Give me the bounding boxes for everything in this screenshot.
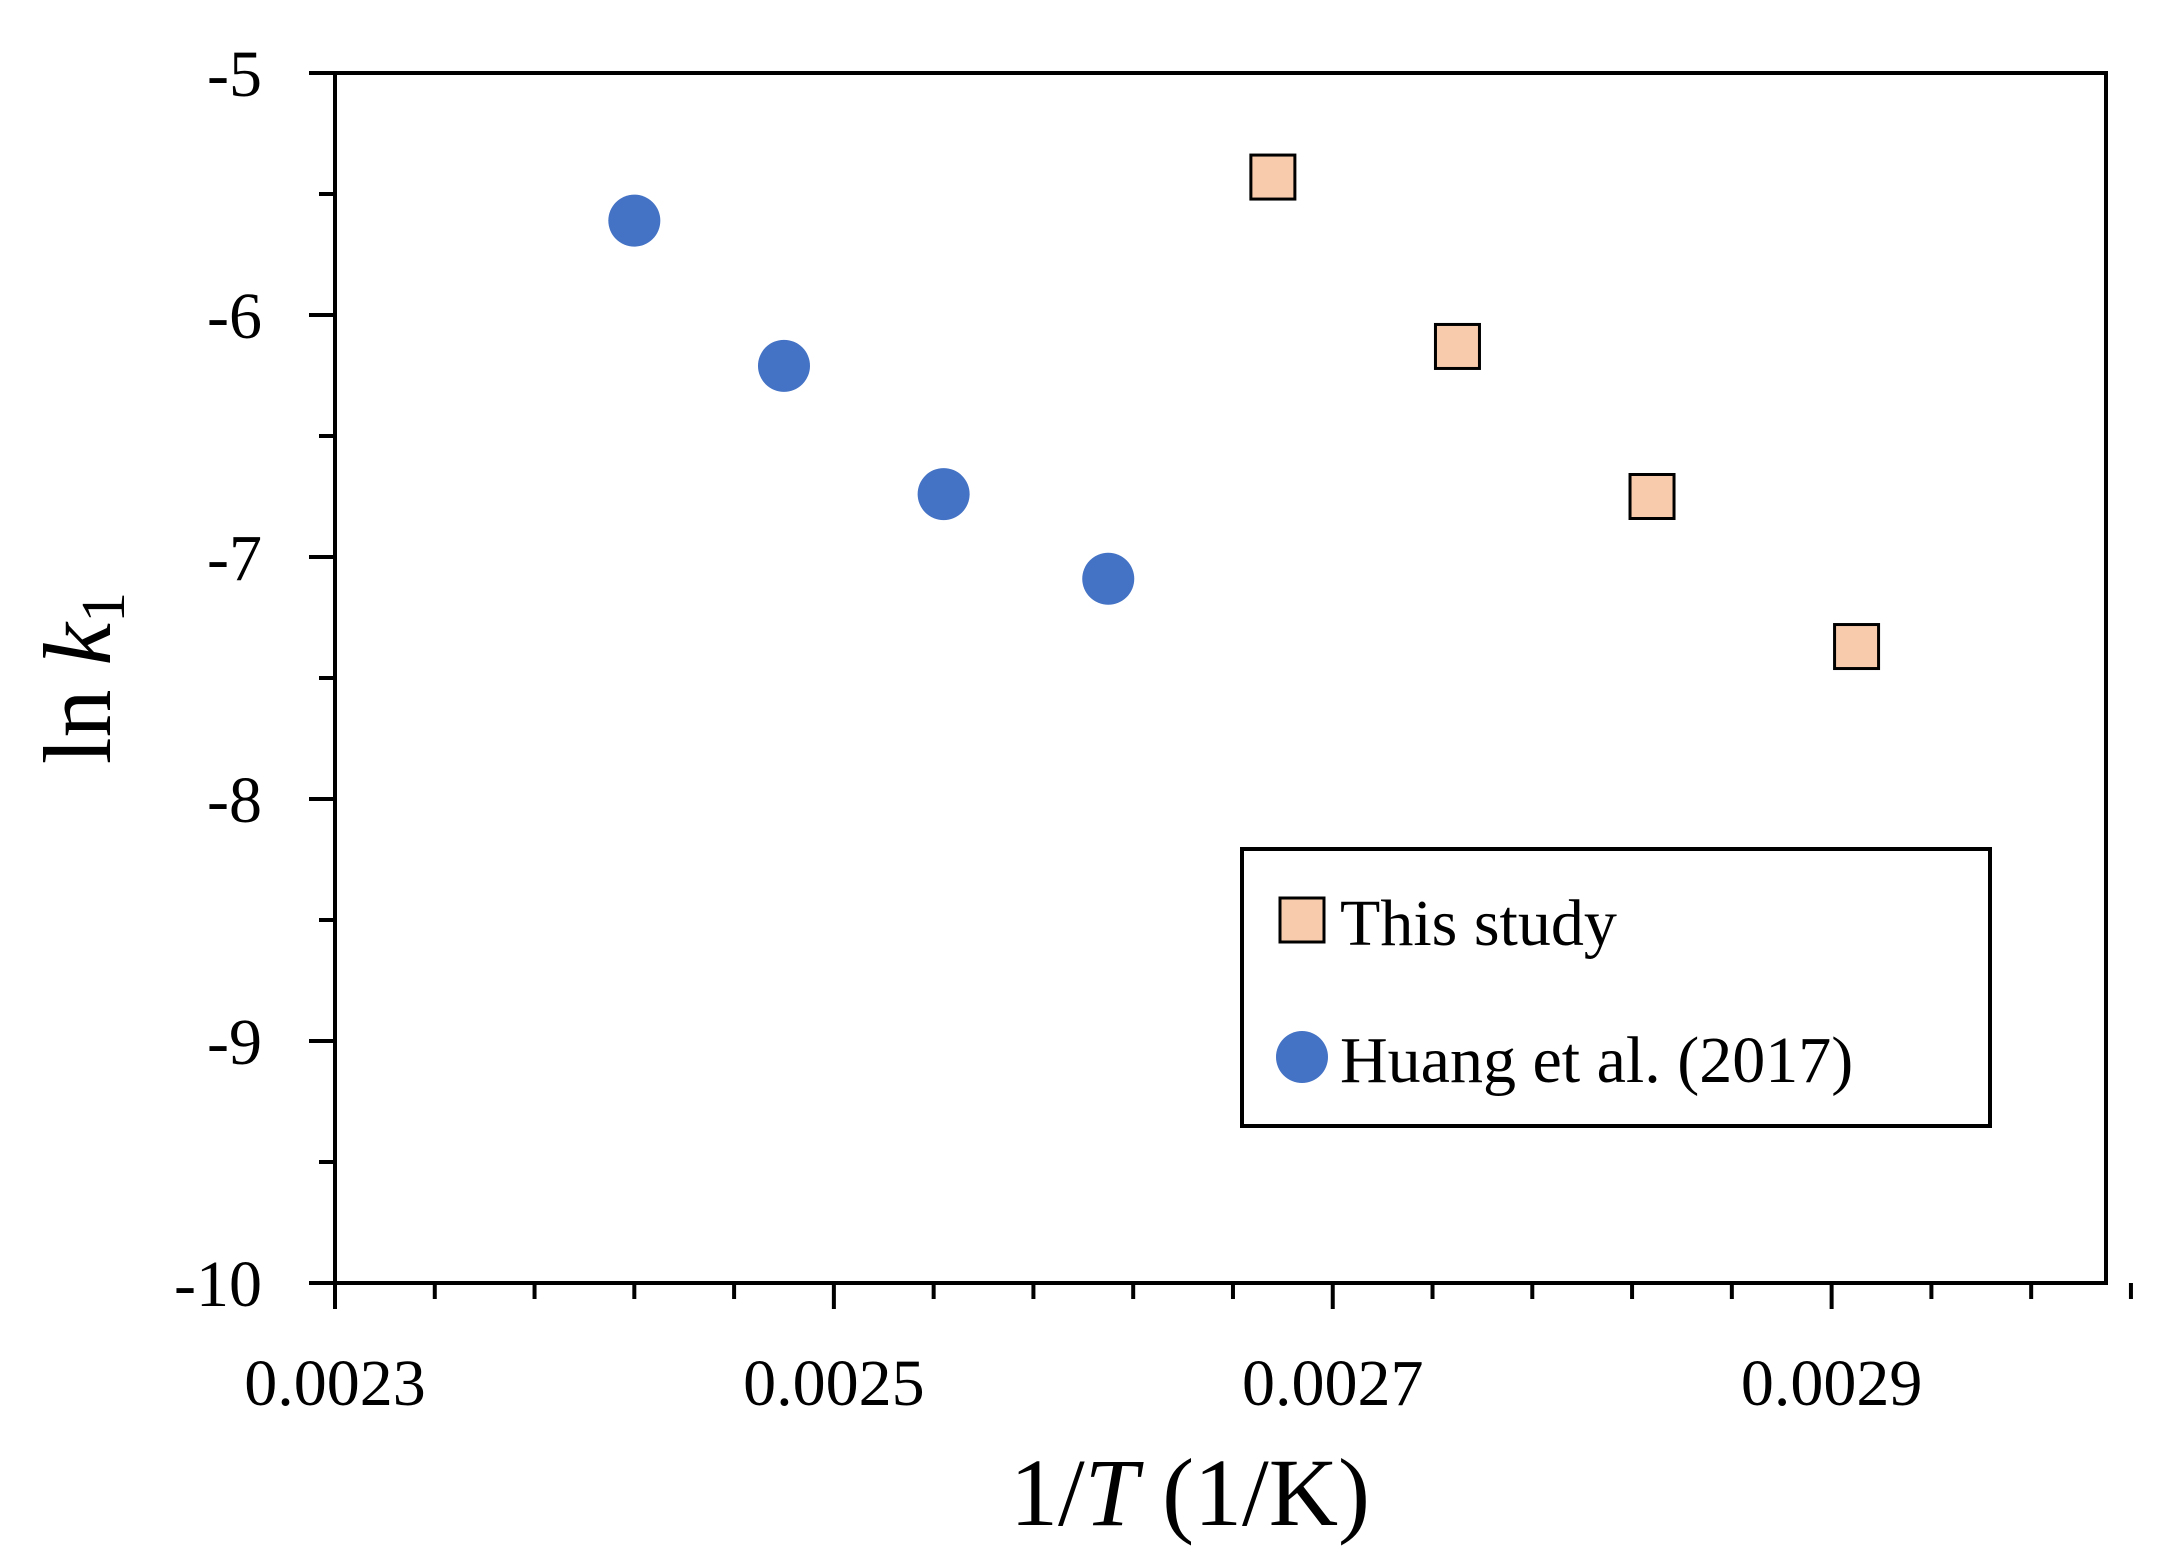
x-tick-label: 0.0029: [1741, 1347, 1923, 1420]
y-tick-label: -9: [207, 1006, 262, 1079]
y-tick-label: -6: [207, 280, 262, 353]
data-point-this-study: [1628, 473, 1676, 520]
legend-label-huang: Huang et al. (2017): [1340, 1024, 1853, 1097]
data-point-this-study: [1433, 322, 1481, 370]
x-tick-label: 0.0025: [743, 1347, 925, 1420]
x-axis-tick-labels: 0.0023 0.0025 0.0027 0.0029: [244, 1347, 1922, 1420]
x-axis-ticks: [333, 1283, 2133, 1309]
y-tick-label: -7: [207, 522, 262, 595]
y-axis-tick-labels: -5 -6 -7 -8 -9 -10: [174, 38, 262, 1321]
legend-box: [1240, 847, 1992, 1128]
legend-marker-this-study: [1278, 896, 1326, 944]
data-point-this-study: [1833, 623, 1881, 671]
y-axis-title: ln k1: [24, 592, 138, 764]
legend: This study Huang et al. (2017): [1240, 847, 1992, 1128]
data-point-this-study: [1249, 153, 1297, 201]
data-point-huang-2017: [757, 339, 810, 392]
x-tick-label: 0.0023: [244, 1347, 426, 1420]
y-axis-ticks: [309, 71, 335, 1285]
y-tick-label: -8: [207, 764, 262, 837]
legend-label-this-study: This study: [1340, 887, 1617, 960]
data-point-huang-2017: [1082, 552, 1135, 605]
data-markers: [608, 153, 1881, 671]
x-axis-title: 1/T (1/K): [1010, 1439, 1370, 1546]
y-tick-label: -10: [174, 1248, 262, 1321]
legend-marker-huang: [1276, 1031, 1328, 1083]
x-tick-label: 0.0027: [1242, 1347, 1424, 1420]
y-tick-label: -5: [207, 38, 262, 111]
data-point-huang-2017: [608, 194, 661, 247]
data-point-huang-2017: [917, 468, 970, 521]
